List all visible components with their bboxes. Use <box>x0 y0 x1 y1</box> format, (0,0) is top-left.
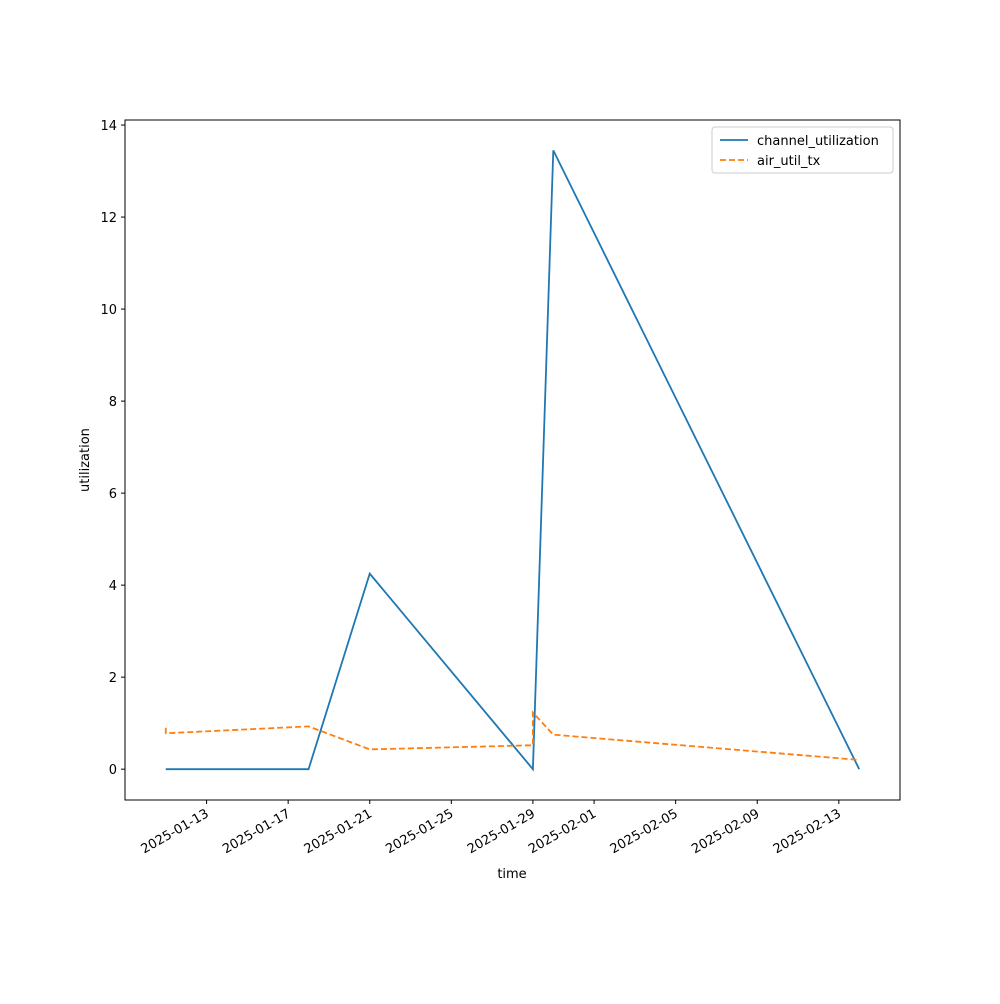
plot-frame <box>124 119 901 801</box>
legend-box <box>711 126 894 174</box>
x-axis-label: time <box>497 867 526 882</box>
y-tick-label: 14 <box>100 119 117 134</box>
x-tick-label: 2025-02-05 <box>608 806 681 857</box>
y-axis-label: utilization <box>78 428 93 492</box>
x-tick-label: 2025-01-21 <box>302 806 375 857</box>
y-tick-label: 10 <box>100 303 117 318</box>
y-tick-label: 6 <box>109 487 117 502</box>
x-tick-label: 2025-02-13 <box>771 806 844 857</box>
x-tick-label: 2025-01-25 <box>383 806 456 857</box>
y-tick-label: 4 <box>109 579 117 594</box>
y-tick-label: 2 <box>109 671 117 686</box>
legend-label: air_util_tx <box>757 154 821 169</box>
x-tick-label: 2025-01-17 <box>220 806 293 857</box>
x-tick-label: 2025-02-09 <box>689 806 762 857</box>
y-tick-label: 0 <box>109 763 117 778</box>
line-series <box>164 710 860 761</box>
y-tick-label: 12 <box>100 211 117 226</box>
x-tick-label: 2025-01-29 <box>465 806 538 857</box>
x-tick-label: 2025-01-13 <box>139 806 212 857</box>
line-series <box>165 149 861 772</box>
y-tick-label: 8 <box>109 395 117 410</box>
legend-label: channel_utilization <box>757 134 879 149</box>
x-tick-label: 2025-02-01 <box>526 806 599 857</box>
